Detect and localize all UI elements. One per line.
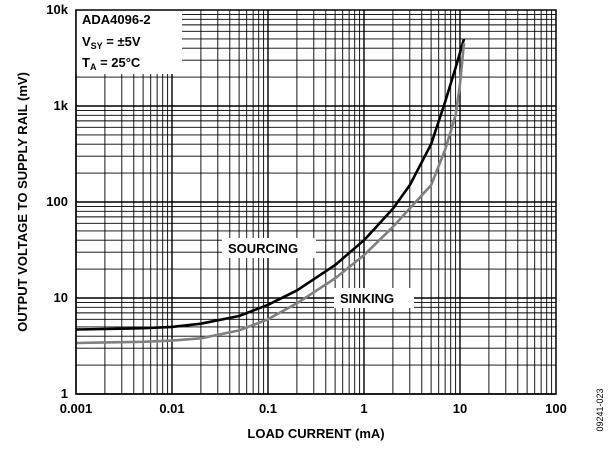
plot-frame bbox=[75, 9, 557, 395]
y-tick-label: 100 bbox=[46, 194, 68, 209]
info-box-background bbox=[76, 9, 182, 74]
x-tick-label: 100 bbox=[545, 401, 567, 416]
x-tick-label: 0.01 bbox=[159, 401, 184, 416]
series-lines bbox=[75, 38, 466, 345]
y-tick-label: 10k bbox=[46, 2, 68, 17]
x-tick-label: 10 bbox=[453, 401, 467, 416]
x-tick-label: 0.1 bbox=[259, 401, 277, 416]
series-label-sinking: SINKING bbox=[334, 288, 414, 308]
info-box: ADA4096-2 VSY = ±5V TA = 25°C bbox=[76, 9, 182, 74]
y-tick-label: 1k bbox=[54, 98, 69, 113]
y-axis-title: OUTPUT VOLTAGE TO SUPPLY RAIL (mV) bbox=[15, 72, 30, 332]
series-label-sinking-background bbox=[334, 288, 414, 308]
info-box-temperature: TA = 25°C bbox=[82, 55, 141, 72]
series-label-sinking-text: SINKING bbox=[340, 291, 394, 306]
series-label-sourcing-text: SOURCING bbox=[228, 241, 298, 256]
series-label-sourcing: SOURCING bbox=[222, 238, 316, 258]
x-tick-label: 0.001 bbox=[60, 401, 93, 416]
series-line-sourcing bbox=[75, 38, 466, 331]
x-tick-label: 1 bbox=[360, 401, 367, 416]
y-tick-label: 1 bbox=[61, 386, 68, 401]
figure-id: 09241-023 bbox=[595, 388, 605, 431]
tick-labels: 0.001 0.01 0.1 1 10 100 1 10 100 1k 10k bbox=[46, 2, 567, 416]
x-axis-title: LOAD CURRENT (mA) bbox=[247, 426, 384, 441]
y-tick-label: 10 bbox=[54, 290, 68, 305]
series-line-sinking bbox=[75, 43, 466, 345]
info-box-device: ADA4096-2 bbox=[82, 12, 151, 27]
series-label-sourcing-background bbox=[222, 238, 316, 258]
